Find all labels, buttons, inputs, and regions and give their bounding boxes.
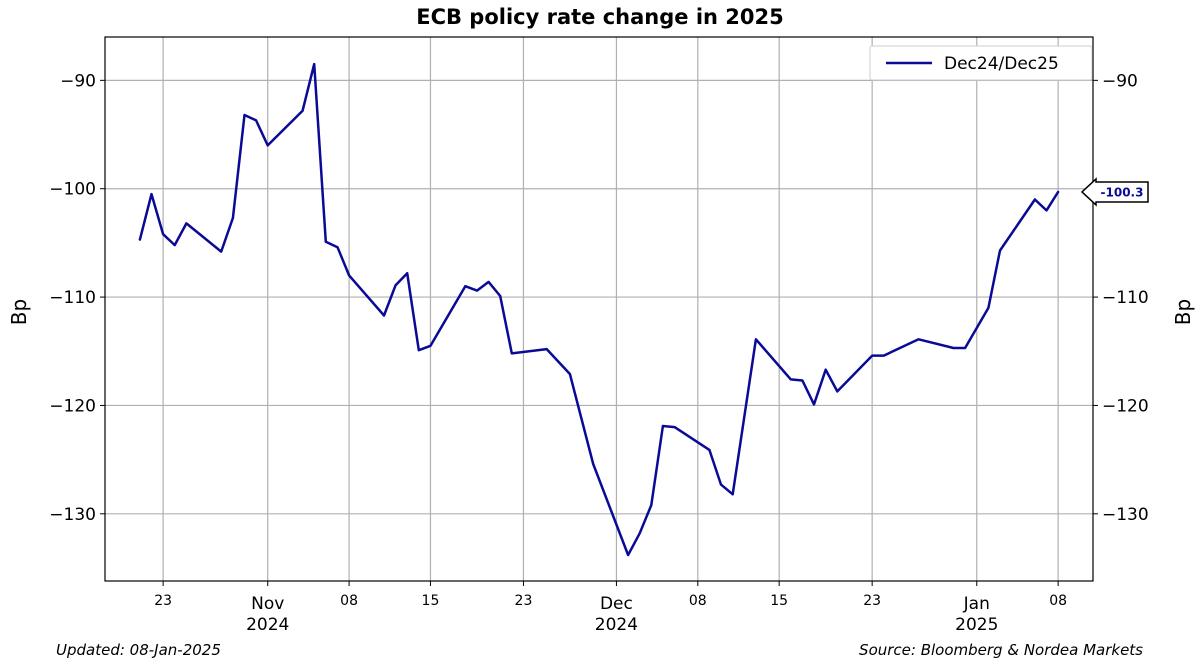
x-tick-year-label: 2024 [595,615,638,635]
y-tick-label-left: −130 [49,505,96,525]
x-tick-year-label: 2024 [246,615,289,635]
legend-box [869,45,1093,81]
legend-label: Dec24/Dec25 [944,54,1059,74]
x-tick-label: 15 [770,593,788,609]
series-line [138,62,1060,557]
y-axis-label-right: Bp [1171,299,1195,325]
grid-lines [105,37,1093,581]
x-tick-label: 08 [1049,593,1067,609]
y-tick-label-right: −130 [1102,505,1149,525]
chart-title: ECB policy rate change in 2025 [416,5,784,29]
y-tick-label-left: −100 [49,180,96,200]
y-tick-label-right: −110 [1102,288,1149,308]
x-tick-label: Jan [963,594,990,614]
y-tick-label-right: −120 [1102,396,1149,416]
y-tick-label-left: −90 [60,71,96,91]
x-tick-year-label: 2025 [955,615,998,635]
y-tick-label-left: −110 [49,288,96,308]
series-layer [138,62,1060,557]
last-value-tag: -100.3 [1080,177,1149,207]
x-tick-label: Nov [251,594,284,614]
y-tick-label-left: −120 [49,396,96,416]
y-axis-label-left: Bp [7,299,31,325]
x-tick-label: Dec [600,594,633,614]
x-tick-label: 08 [689,593,707,609]
x-tick-label: 23 [863,593,881,609]
x-tick-label: 23 [515,593,533,609]
last-value-tag-text: -100.3 [1101,185,1144,199]
last-value-tag-shape [1080,177,1149,207]
y-tick-label-right: −90 [1102,71,1138,91]
source-note: Source: Bloomberg & Nordea Markets [859,641,1143,659]
x-tick-label: 23 [154,593,172,609]
updated-note: Updated: 08-Jan-2025 [56,641,221,659]
x-tick-label: 08 [340,593,358,609]
x-tick-label: 15 [422,593,440,609]
y-axis-right: −90−100−110−120−130 [1093,71,1149,525]
plot-frame [104,36,1094,582]
y-axis-left: −90 −100 −110 −120 −130 [49,71,105,525]
legend: Dec24/Dec25 [869,45,1093,81]
